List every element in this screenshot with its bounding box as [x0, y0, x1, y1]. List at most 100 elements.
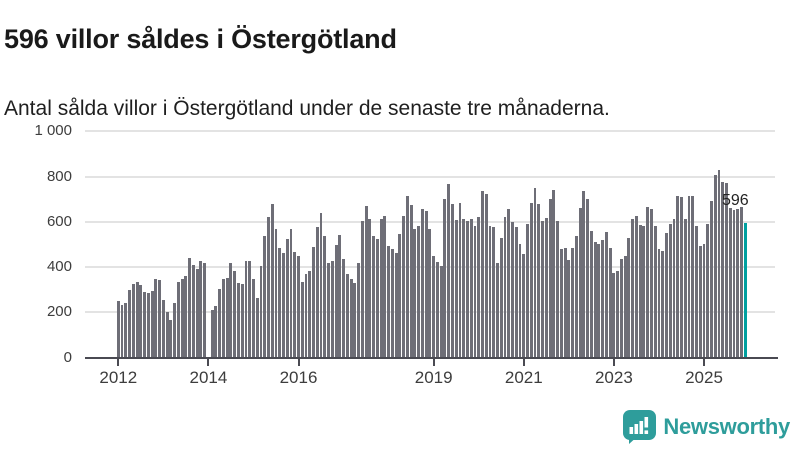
bar — [405, 195, 409, 358]
bar — [135, 282, 139, 358]
bar — [255, 297, 259, 358]
x-tick-label: 2023 — [594, 367, 633, 387]
bar — [492, 227, 496, 358]
bar — [128, 290, 131, 358]
bar — [623, 255, 627, 358]
bar — [732, 209, 736, 358]
bar — [417, 225, 421, 358]
bar — [638, 225, 642, 358]
page-title: 596 villor såldes i Östergötland — [4, 24, 397, 55]
bar — [593, 242, 597, 358]
bar — [631, 219, 635, 358]
bar — [154, 279, 158, 358]
bar — [199, 260, 203, 358]
bar — [398, 234, 402, 358]
bar — [285, 239, 289, 358]
bar — [458, 203, 462, 358]
bar — [612, 272, 616, 358]
bar — [349, 279, 353, 358]
bar — [289, 229, 293, 358]
x-tick — [612, 358, 615, 366]
bar — [582, 191, 586, 358]
x-tick-label: 2021 — [504, 367, 543, 387]
bar — [252, 278, 255, 358]
bar — [402, 215, 406, 358]
bar — [428, 229, 432, 358]
x-tick — [207, 358, 210, 366]
bar — [619, 259, 623, 358]
brand-wordmark: Newsworthy — [663, 414, 790, 439]
bar — [676, 195, 680, 358]
bar — [642, 225, 646, 358]
bar — [672, 219, 676, 358]
bar — [488, 225, 492, 358]
bar — [319, 213, 323, 358]
y-tick-label: 800 — [46, 167, 72, 185]
x-tick-label: 2016 — [279, 367, 318, 387]
y-tick-label: 400 — [46, 258, 72, 276]
bar — [420, 209, 424, 358]
bar — [649, 209, 653, 358]
bar — [131, 284, 135, 358]
x-tick-label: 2014 — [189, 367, 228, 387]
bar — [364, 205, 368, 358]
bar — [469, 219, 473, 358]
bar — [390, 249, 394, 358]
bar — [383, 215, 387, 358]
gridline — [85, 130, 775, 133]
bar — [548, 199, 552, 358]
bar — [143, 291, 147, 358]
x-tick — [703, 358, 705, 366]
bar — [601, 240, 605, 358]
bar — [680, 197, 683, 358]
bar — [297, 255, 300, 358]
bar — [184, 276, 188, 358]
bar — [225, 277, 229, 358]
bar — [338, 235, 342, 358]
bar — [158, 280, 162, 358]
bar — [616, 271, 620, 358]
bar — [188, 257, 192, 358]
bar — [195, 269, 199, 358]
bar — [717, 169, 721, 358]
bar — [586, 199, 590, 358]
x-tick — [432, 358, 435, 366]
last-value-annotation: 596 — [722, 192, 749, 209]
bar — [278, 247, 282, 358]
bar — [473, 225, 477, 358]
bar — [244, 260, 248, 358]
bar — [439, 266, 443, 358]
bar — [173, 302, 177, 358]
bar — [323, 236, 327, 358]
bar — [462, 219, 466, 358]
bar — [240, 283, 244, 358]
bar — [191, 264, 195, 358]
bar — [526, 224, 529, 358]
bar — [661, 250, 665, 358]
bar — [233, 271, 237, 358]
bar — [740, 206, 743, 358]
bar — [270, 204, 274, 358]
bar — [116, 300, 120, 358]
bar — [203, 263, 207, 358]
bar — [282, 252, 285, 358]
bar — [702, 243, 706, 358]
bar — [529, 202, 533, 358]
bar — [477, 217, 481, 358]
bar — [360, 220, 364, 358]
x-tick — [297, 358, 300, 366]
bar — [345, 274, 349, 358]
bar — [146, 293, 150, 358]
bar — [394, 252, 398, 358]
bar — [304, 274, 308, 358]
bar — [533, 187, 537, 358]
bar — [713, 175, 717, 358]
bar — [725, 182, 728, 358]
bar — [210, 309, 214, 358]
bar — [604, 232, 608, 358]
bar — [169, 320, 173, 358]
x-axis-line — [85, 356, 778, 359]
bar — [589, 230, 593, 358]
bar — [518, 243, 522, 358]
